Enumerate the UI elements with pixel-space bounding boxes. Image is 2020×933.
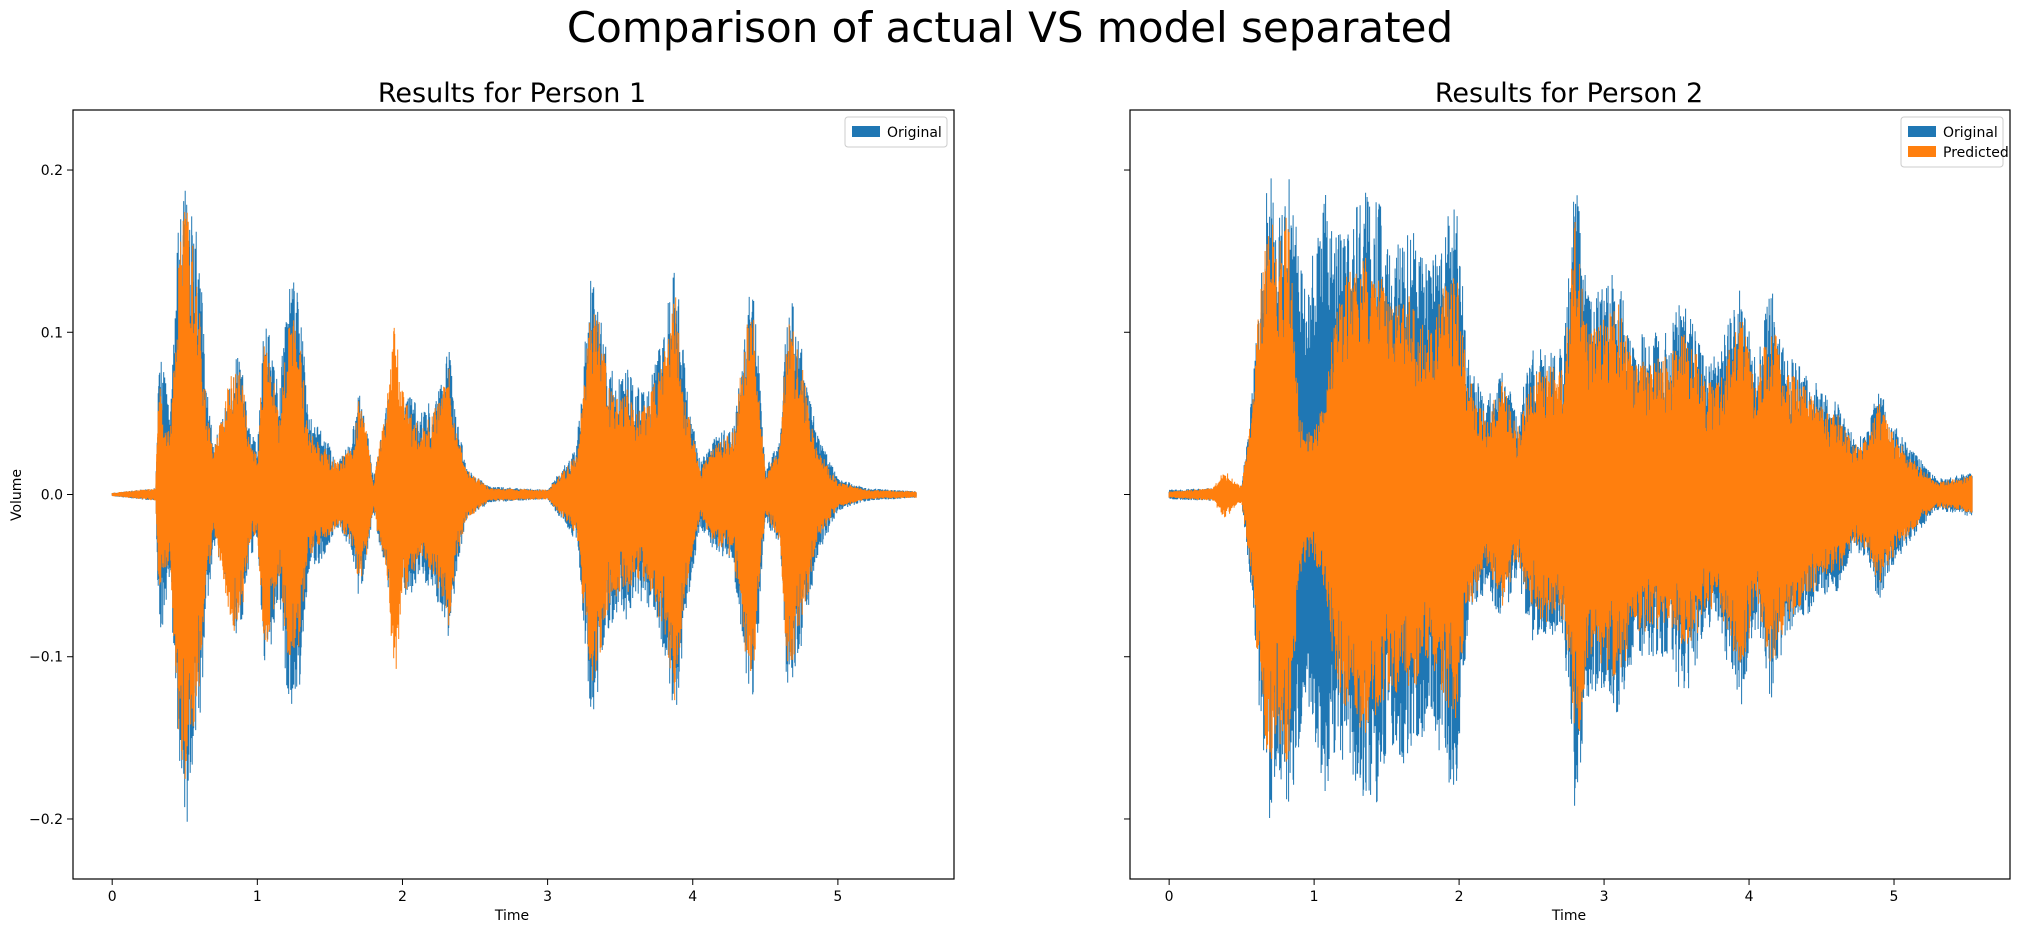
y-tick-label: 0.1: [41, 325, 63, 341]
panel-title: Results for Person 2: [1435, 78, 1703, 109]
legend-label: Original: [887, 125, 942, 141]
waveform-predicted: [111, 212, 917, 779]
legend-box: [844, 116, 948, 148]
y-tick-label: −0.1: [29, 650, 63, 666]
waveform-predicted: [1168, 217, 1973, 762]
figure-title: Comparison of actual VS model separated: [567, 3, 1453, 52]
legend: Original: [844, 116, 948, 148]
x-tick-label: 5: [1890, 889, 1899, 905]
x-tick-label: 2: [1455, 889, 1464, 905]
axis-ticks: 0 1 2 3 4 5 −0.2 −0.1 0.0 0.1 0.2: [29, 163, 842, 905]
waveform-group: [111, 190, 917, 822]
x-tick-label: 3: [543, 889, 552, 905]
x-axis-label: Time: [1551, 908, 1586, 924]
y-tick-label: −0.2: [29, 812, 63, 828]
legend-label: Original: [1943, 125, 1998, 141]
x-tick-label: 3: [1600, 889, 1609, 905]
y-axis-label: Volume: [9, 469, 25, 521]
waveform-group: [1168, 178, 1973, 819]
legend-swatch: [852, 126, 880, 137]
x-tick-label: 1: [253, 889, 262, 905]
x-tick-label: 0: [108, 889, 117, 905]
axis-ticks: 0 1 2 3 4 5: [1124, 169, 1899, 905]
x-tick-label: 4: [688, 889, 697, 905]
x-tick-label: 4: [1745, 889, 1754, 905]
y-tick-label: 0.2: [41, 163, 63, 179]
x-tick-label: 0: [1165, 889, 1174, 905]
legend-swatch: [1908, 146, 1936, 157]
y-tick-label: 0.0: [41, 488, 63, 504]
panel-title: Results for Person 1: [378, 78, 646, 109]
x-axis-label: Time: [494, 908, 529, 924]
x-tick-label: 2: [398, 889, 407, 905]
panel-person-2: Results for Person 2 0 1 2 3 4 5 Time Origina…: [1124, 78, 2011, 924]
legend-swatch: [1908, 126, 1936, 137]
legend: Original Predicted: [1900, 116, 2009, 168]
panel-person-1: Results for Person 1 0 1 2 3 4 5 −0.2 −0.1 0.0 0.…: [9, 78, 955, 924]
x-tick-label: 5: [833, 889, 842, 905]
x-tick-label: 1: [1310, 889, 1319, 905]
legend-label: Predicted: [1943, 145, 2009, 161]
